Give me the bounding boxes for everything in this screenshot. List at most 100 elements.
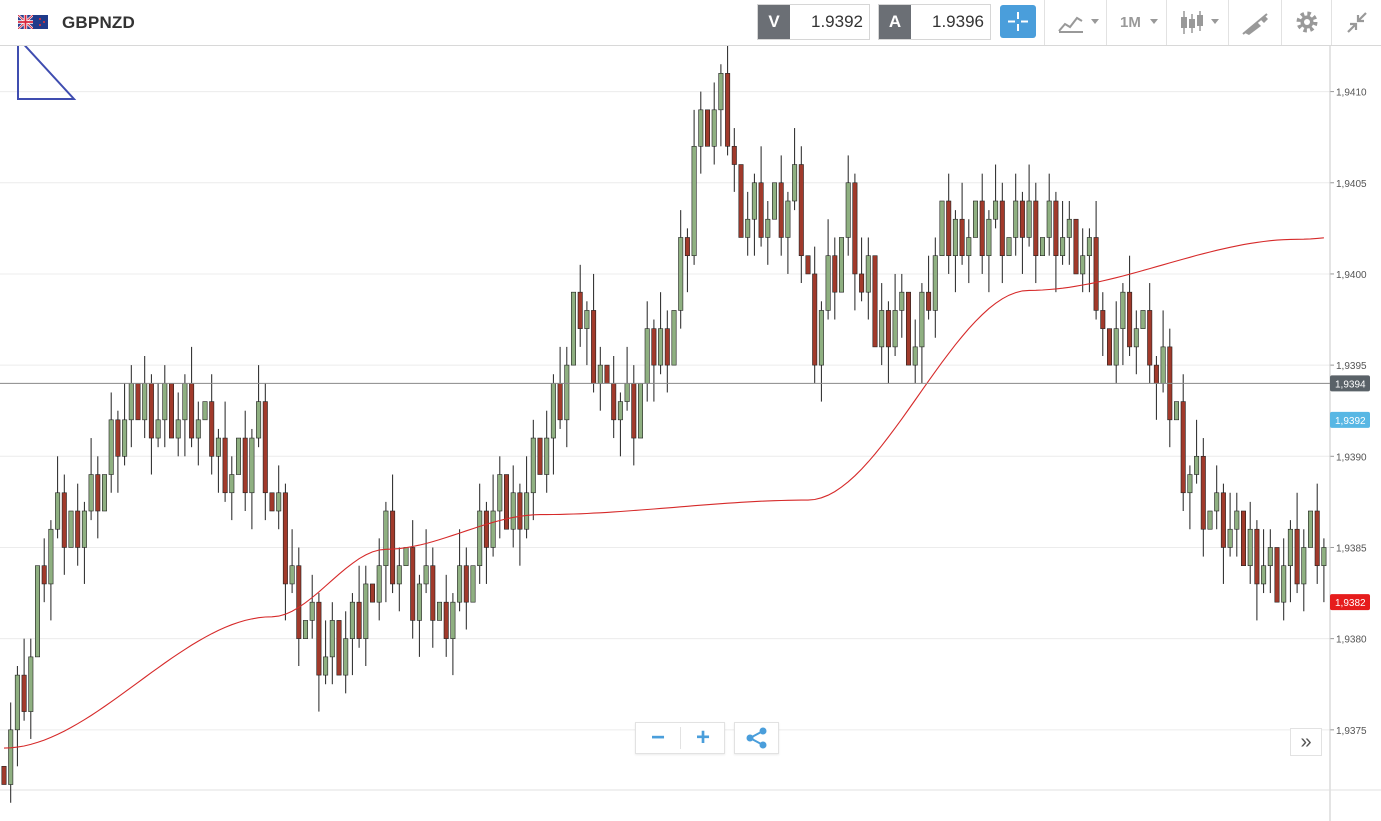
zoom-out-button[interactable]: − — [650, 724, 665, 751]
gear-icon — [1296, 11, 1318, 33]
draw-button[interactable] — [1228, 0, 1281, 45]
candle-down — [651, 328, 657, 366]
candle-up — [637, 383, 643, 439]
y-tick-label: 1,9410 — [1336, 88, 1367, 99]
candle-up — [966, 237, 972, 257]
y-tick-label: 1,9405 — [1336, 179, 1367, 190]
y-tick-label: 1,9380 — [1336, 635, 1367, 646]
share-icon — [746, 727, 767, 749]
share-button[interactable] — [734, 722, 779, 754]
candles-button[interactable] — [1166, 0, 1228, 45]
timeframe-dropdown[interactable]: 1M — [1106, 0, 1166, 45]
candle-down — [369, 583, 375, 603]
candle-up — [617, 401, 623, 421]
candle-up — [550, 383, 556, 439]
price-tag-label: 1,9394 — [1335, 379, 1366, 390]
candle-down — [852, 182, 858, 275]
candle-up — [671, 310, 677, 366]
candle-up — [88, 474, 94, 512]
candle-up — [993, 200, 999, 220]
candle-up — [1207, 510, 1213, 530]
candle-down — [356, 601, 362, 639]
price-chart[interactable]: 1,9410 1,9405 1,9400 1,9395 1,9390 1,9385 1,93… — [0, 46, 1381, 821]
candle-down — [1107, 328, 1113, 366]
y-tick-label: 1,9385 — [1336, 543, 1367, 554]
candle-up — [302, 620, 308, 639]
price-tag-crosshair — [1330, 375, 1370, 392]
settings-button[interactable] — [1281, 0, 1331, 45]
candle-down — [61, 492, 67, 548]
candle-up — [497, 474, 503, 512]
crosshair-button[interactable] — [1000, 5, 1036, 38]
candle-up — [825, 255, 831, 311]
candle-down — [75, 510, 81, 548]
candle-down — [282, 492, 288, 585]
candle-down — [1127, 291, 1133, 348]
candle-down — [296, 565, 302, 639]
buy-tag: A — [879, 5, 911, 39]
zoom-controls: − + — [635, 722, 725, 754]
candle-up — [1026, 200, 1032, 238]
candle-up — [14, 674, 20, 731]
candle-up — [912, 346, 918, 366]
candle-down — [1200, 455, 1206, 530]
y-tick-label: 1,9375 — [1336, 726, 1367, 737]
candle-up — [349, 601, 355, 639]
candle-up — [771, 182, 777, 220]
candle-up — [450, 601, 456, 639]
candle-down — [115, 419, 121, 457]
candle-down — [798, 164, 804, 257]
candle-up — [1227, 528, 1233, 548]
candle-down — [169, 383, 175, 439]
draw-icon — [1242, 13, 1268, 35]
candle-up — [939, 200, 945, 257]
candle-up — [751, 182, 757, 220]
candle-up — [1046, 200, 1052, 238]
candle-up — [691, 145, 697, 257]
buy-quote[interactable]: A 1.9396 — [878, 4, 991, 40]
candle-down — [738, 164, 744, 238]
candle-down — [189, 383, 195, 439]
candle-up — [818, 310, 824, 366]
plot-area — [0, 46, 1330, 790]
buy-price: 1.9396 — [932, 12, 984, 31]
flag-icon — [18, 15, 48, 29]
candle-up — [1301, 547, 1307, 585]
candle-up — [1267, 547, 1273, 567]
candle-up — [329, 620, 335, 658]
candle-up — [792, 164, 798, 202]
candle-down — [591, 310, 597, 384]
candle-down — [664, 328, 670, 366]
candle-up — [182, 383, 188, 421]
candle-up — [838, 237, 844, 293]
chevron-down-icon — [1150, 19, 1158, 24]
candle-up — [570, 291, 576, 366]
candle-up — [1133, 328, 1139, 348]
candle-up — [986, 218, 992, 257]
candle-up — [403, 547, 409, 567]
candle-down — [812, 273, 818, 366]
candle-down — [1019, 200, 1025, 238]
collapse-button[interactable] — [1331, 0, 1381, 45]
candle-up — [510, 492, 516, 530]
candle-up — [309, 601, 315, 621]
candle-down — [316, 601, 322, 676]
candle-up — [423, 565, 429, 585]
candle-up — [1308, 510, 1314, 548]
candle-up — [1006, 237, 1012, 257]
candle-up — [81, 510, 87, 548]
candle-up — [256, 401, 262, 439]
candle-down — [410, 547, 416, 621]
candle-up — [892, 310, 898, 348]
chart-type-button[interactable] — [1044, 0, 1106, 45]
candle-up — [899, 291, 905, 311]
candle-down — [1033, 200, 1039, 257]
scroll-right-button[interactable]: » — [1290, 728, 1322, 756]
candle-up — [229, 474, 235, 494]
candle-up — [1080, 255, 1086, 275]
sell-quote[interactable]: V 1.9392 — [757, 4, 870, 40]
candle-down — [731, 145, 737, 165]
candle-up — [1113, 328, 1119, 366]
candle-down — [463, 565, 469, 603]
zoom-in-button[interactable]: + — [695, 724, 710, 751]
